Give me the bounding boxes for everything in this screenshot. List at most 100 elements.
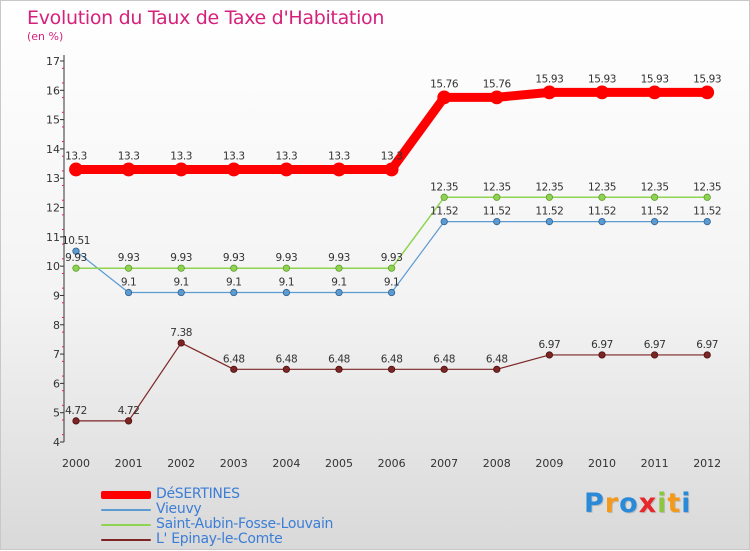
- data-point: [440, 365, 448, 373]
- data-label: 12.35: [430, 181, 458, 193]
- data-point: [387, 264, 396, 272]
- data-point: [332, 162, 346, 177]
- data-label: 15.93: [535, 73, 563, 85]
- series-2: [72, 193, 711, 272]
- logo-letter: r: [604, 488, 620, 519]
- data-point: [121, 162, 136, 177]
- data-label: 9.1: [279, 277, 295, 289]
- x-tick-label: 2001: [115, 457, 143, 470]
- data-point: [230, 365, 238, 373]
- data-point: [387, 365, 396, 373]
- data-point: [282, 288, 290, 297]
- data-point: [595, 85, 609, 100]
- data-label: 11.52: [535, 206, 563, 218]
- data-point: [598, 218, 606, 226]
- data-label: 9.1: [173, 277, 189, 289]
- data-label: 11.52: [693, 206, 721, 218]
- data-point: [703, 218, 711, 226]
- legend-label: Saint-Aubin-Fosse-Louvain: [156, 516, 334, 532]
- x-tick-label: 2008: [483, 457, 511, 470]
- data-label: 9.93: [118, 252, 140, 264]
- data-point: [335, 264, 343, 272]
- logo-letter: P: [584, 488, 605, 519]
- data-point: [72, 264, 80, 272]
- y-tick-label: 8: [53, 319, 60, 332]
- data-point: [489, 90, 504, 105]
- data-point: [177, 288, 185, 297]
- data-label: 13.3: [328, 150, 350, 162]
- y-tick-label: 17: [46, 55, 60, 68]
- data-point: [230, 264, 238, 272]
- data-label: 9.1: [226, 277, 242, 289]
- data-label: 6.48: [486, 353, 508, 365]
- legend-label: Vieuvy: [156, 501, 202, 517]
- legend-swatch: [101, 524, 151, 526]
- data-label: 6.97: [539, 339, 561, 351]
- data-label: 9.93: [276, 252, 298, 264]
- data-label: 6.48: [433, 353, 455, 365]
- data-point: [125, 264, 133, 272]
- x-tick-label: 2004: [272, 457, 300, 470]
- data-point: [72, 417, 80, 425]
- data-point: [542, 85, 557, 100]
- data-point: [650, 193, 659, 201]
- y-tick-label: 6: [53, 377, 60, 390]
- data-point: [440, 218, 448, 226]
- data-point: [335, 288, 343, 297]
- legend-swatch: [101, 509, 151, 511]
- data-label: 4.72: [118, 405, 140, 417]
- y-tick-label: 4: [53, 436, 60, 449]
- logo-letter: x: [638, 488, 658, 519]
- data-label: 11.52: [430, 206, 458, 218]
- logo-letter: i: [681, 488, 692, 519]
- data-point: [545, 351, 554, 359]
- y-tick-label: 15: [46, 114, 60, 127]
- data-label: 12.35: [535, 181, 563, 193]
- data-point: [69, 162, 83, 177]
- data-point: [384, 162, 399, 177]
- y-tick-label: 5: [53, 407, 60, 420]
- data-point: [230, 288, 238, 297]
- data-point: [125, 417, 133, 425]
- data-point: [545, 193, 554, 201]
- data-label: 9.1: [384, 277, 400, 289]
- data-point: [440, 193, 448, 201]
- data-point: [177, 339, 185, 347]
- data-label: 15.76: [483, 78, 512, 90]
- series-0: [69, 85, 715, 177]
- series-1: [72, 218, 711, 297]
- data-label: 12.35: [641, 181, 669, 193]
- legend-swatch: [101, 491, 151, 499]
- data-point: [177, 264, 185, 272]
- data-point: [647, 85, 662, 100]
- chart-unit-label: (en %): [27, 30, 64, 43]
- data-label: 12.35: [588, 181, 616, 193]
- data-label: 4.72: [65, 405, 87, 417]
- data-point: [493, 218, 501, 226]
- data-label: 6.48: [328, 353, 350, 365]
- data-label: 13.3: [170, 150, 192, 162]
- data-label: 11.52: [483, 206, 511, 218]
- x-tick-label: 2010: [588, 457, 616, 470]
- data-label: 6.48: [381, 353, 403, 365]
- legend-item-desertines: DéSERTINES: [101, 486, 401, 502]
- data-label: 13.3: [118, 150, 140, 162]
- y-tick-label: 14: [46, 143, 60, 156]
- data-label: 13.3: [276, 150, 298, 162]
- x-tick-label: 2009: [535, 457, 563, 470]
- data-point: [335, 365, 343, 373]
- data-point: [650, 218, 659, 226]
- data-label: 13.3: [65, 150, 87, 162]
- data-label: 15.93: [588, 73, 616, 85]
- data-label: 6.48: [276, 353, 298, 365]
- data-point: [703, 351, 711, 359]
- data-point: [437, 90, 452, 105]
- data-label: 11.52: [588, 206, 616, 218]
- data-label: 13.3: [223, 150, 245, 162]
- x-tick-label: 2007: [430, 457, 458, 470]
- data-point: [703, 193, 711, 201]
- x-tick-label: 2011: [641, 457, 669, 470]
- y-tick-label: 12: [46, 202, 60, 215]
